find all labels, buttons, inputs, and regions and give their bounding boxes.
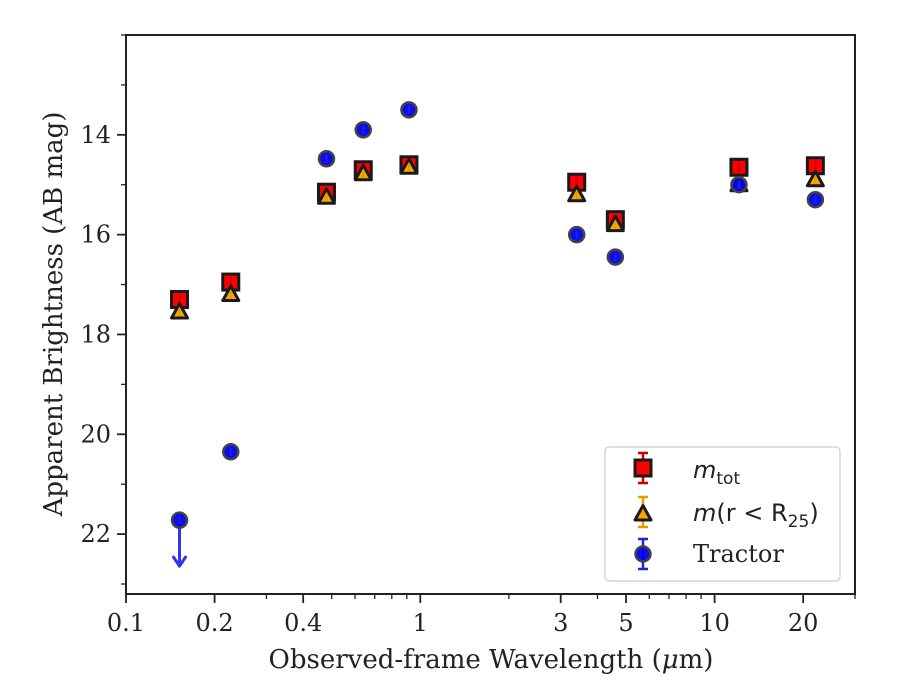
y-tick-label: 22 [80, 520, 111, 548]
y-tick-label: 18 [80, 320, 111, 348]
legend-square-marker [633, 458, 653, 478]
plot-frame [125, 34, 856, 595]
x-tick-label: 10 [699, 609, 730, 637]
legend-triangle-marker [633, 504, 653, 522]
y-axis-label: Apparent Brightness (AB mag) [39, 112, 69, 518]
legend-markers [633, 451, 653, 571]
y-tick-label: 20 [80, 420, 111, 448]
legend-circle-marker [634, 545, 652, 563]
legend-label-tractor: Tractor [693, 540, 784, 568]
legend-label-m-r25: m(r < R25) [693, 499, 819, 532]
x-tick-label: 5 [618, 609, 633, 637]
upper-limit-arrowhead [172, 555, 188, 568]
x-tick-label: 0.1 [107, 609, 145, 637]
x-axis-label: Observed-frame Wavelength (μm) [269, 645, 714, 675]
legend-box [604, 446, 841, 582]
x-tick-label: 3 [553, 609, 568, 637]
legend-label-mtot: mtot [693, 456, 740, 489]
x-tick-label: 0.4 [284, 609, 322, 637]
x-tick-label: 1 [413, 609, 428, 637]
x-tick-label: 0.2 [196, 609, 234, 637]
x-axis-ticks: 0.1 0.2 0.4 1 3 5 10 20 [107, 594, 856, 637]
data-marks [170, 101, 825, 568]
y-axis-ticks: 14 16 18 20 22 [80, 34, 126, 585]
y-tick-label: 16 [80, 221, 111, 249]
x-tick-label: 20 [788, 609, 819, 637]
y-tick-label: 14 [80, 121, 111, 149]
legend: mtot m(r < R25) Tractor [604, 446, 841, 582]
